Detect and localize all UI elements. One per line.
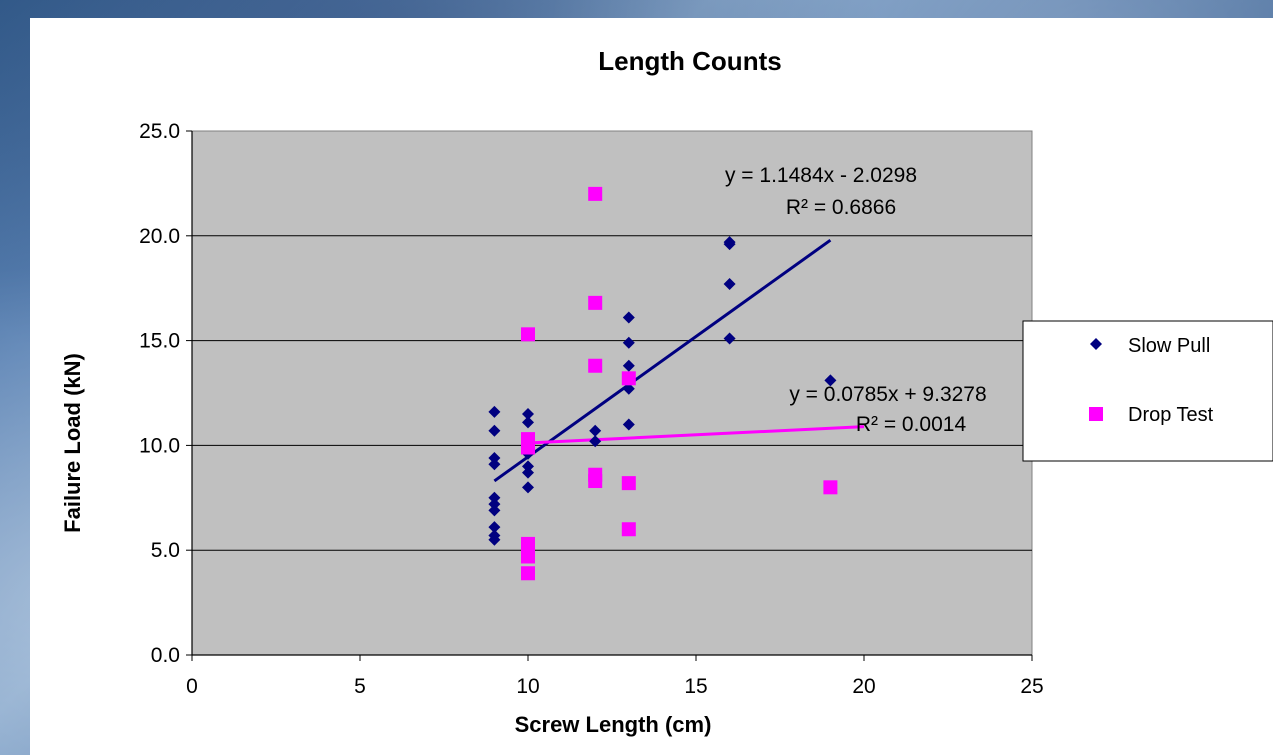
data-points <box>488 186 838 581</box>
x-axis-ticks: 0 5 10 15 20 25 <box>186 655 1044 698</box>
legend-label-drop-test: Drop Test <box>1128 404 1214 426</box>
drop-test-point <box>621 476 636 491</box>
y-tick-label: 0.0 <box>151 644 180 667</box>
slow-pull-point <box>723 278 736 291</box>
axes <box>191 131 1032 656</box>
slow-pull-point <box>723 238 736 251</box>
drop-test-trendline <box>527 425 865 445</box>
slow-pull-point <box>488 491 501 504</box>
drop-test-point <box>621 371 636 386</box>
scatter-chart: Length Counts 0.0 5.0 10.0 15.0 20.0 25.0 0 5 1… <box>60 46 1273 737</box>
gridlines <box>192 235 1032 551</box>
x-tick-label: 0 <box>186 675 198 698</box>
slow-pull-point <box>622 382 635 395</box>
slow-pull-point <box>522 466 534 479</box>
chart-area: Length Counts 0.0 5.0 10.0 15.0 20.0 25.0 0 5 1… <box>30 18 1273 755</box>
drop-test-point <box>521 549 535 564</box>
drop-test-trend-equation: y = 0.0785x + 9.3278 <box>789 383 986 406</box>
slow-pull-point <box>622 311 635 324</box>
y-tick-label: 10.0 <box>139 434 180 457</box>
slow-pull-point <box>824 374 837 387</box>
slow-pull-point <box>522 416 534 429</box>
y-tick-label: 15.0 <box>139 330 180 353</box>
trendlines <box>493 238 865 483</box>
x-axis-title: Screw Length (cm) <box>515 712 712 737</box>
slow-pull-point <box>488 504 501 517</box>
drop-test-point <box>521 440 535 455</box>
drop-test-point <box>588 295 603 310</box>
drop-test-trend-r2: R² = 0.0014 <box>856 413 967 436</box>
slow-pull-point <box>622 418 635 431</box>
slow-pull-point <box>488 498 501 511</box>
slow-pull-point <box>589 424 602 437</box>
slow-pull-point <box>589 435 602 448</box>
slow-pull-point <box>522 460 534 473</box>
x-tick-label: 25 <box>1020 675 1043 698</box>
legend-marker-drop-test <box>1089 407 1103 421</box>
slow-pull-point <box>723 332 736 345</box>
legend-label-slow-pull: Slow Pull <box>1128 335 1210 357</box>
slow-pull-trend-equation: y = 1.1484x - 2.0298 <box>725 164 917 187</box>
y-tick-label: 25.0 <box>139 120 180 143</box>
drop-test-point <box>588 358 603 373</box>
slow-pull-point <box>488 533 501 546</box>
slow-pull-point <box>488 521 501 534</box>
drop-test-point <box>521 536 535 551</box>
slow-pull-point <box>622 359 635 372</box>
drop-test-point <box>521 327 535 342</box>
drop-test-point <box>823 480 838 495</box>
x-tick-label: 5 <box>354 675 366 698</box>
x-tick-label: 10 <box>516 675 539 698</box>
y-tick-label: 5.0 <box>151 539 180 562</box>
slow-pull-point <box>488 458 501 471</box>
plot-area <box>191 130 1033 656</box>
slow-pull-point <box>522 481 534 494</box>
slow-pull-point <box>522 407 534 420</box>
slow-pull-point <box>488 405 501 418</box>
legend: Slow Pull Drop Test <box>1022 320 1273 462</box>
slow-pull-point <box>488 424 501 437</box>
slow-pull-point <box>622 336 635 349</box>
legend-marker-slow-pull <box>1090 338 1102 350</box>
x-tick-label: 15 <box>684 675 707 698</box>
chart-title: Length Counts <box>598 46 781 76</box>
drop-test-point <box>588 474 603 489</box>
slow-pull-trend-r2: R² = 0.6866 <box>786 196 896 219</box>
x-tick-label: 20 <box>852 675 875 698</box>
drop-test-point <box>521 566 535 581</box>
y-tick-label: 20.0 <box>139 225 180 248</box>
legend-box <box>1022 320 1273 462</box>
drop-test-point <box>621 522 636 537</box>
drop-test-point <box>588 186 603 201</box>
y-axis-ticks: 0.0 5.0 10.0 15.0 20.0 25.0 <box>139 120 192 667</box>
y-axis-title: Failure Load (kN) <box>60 353 85 533</box>
slow-pull-point <box>488 451 501 464</box>
